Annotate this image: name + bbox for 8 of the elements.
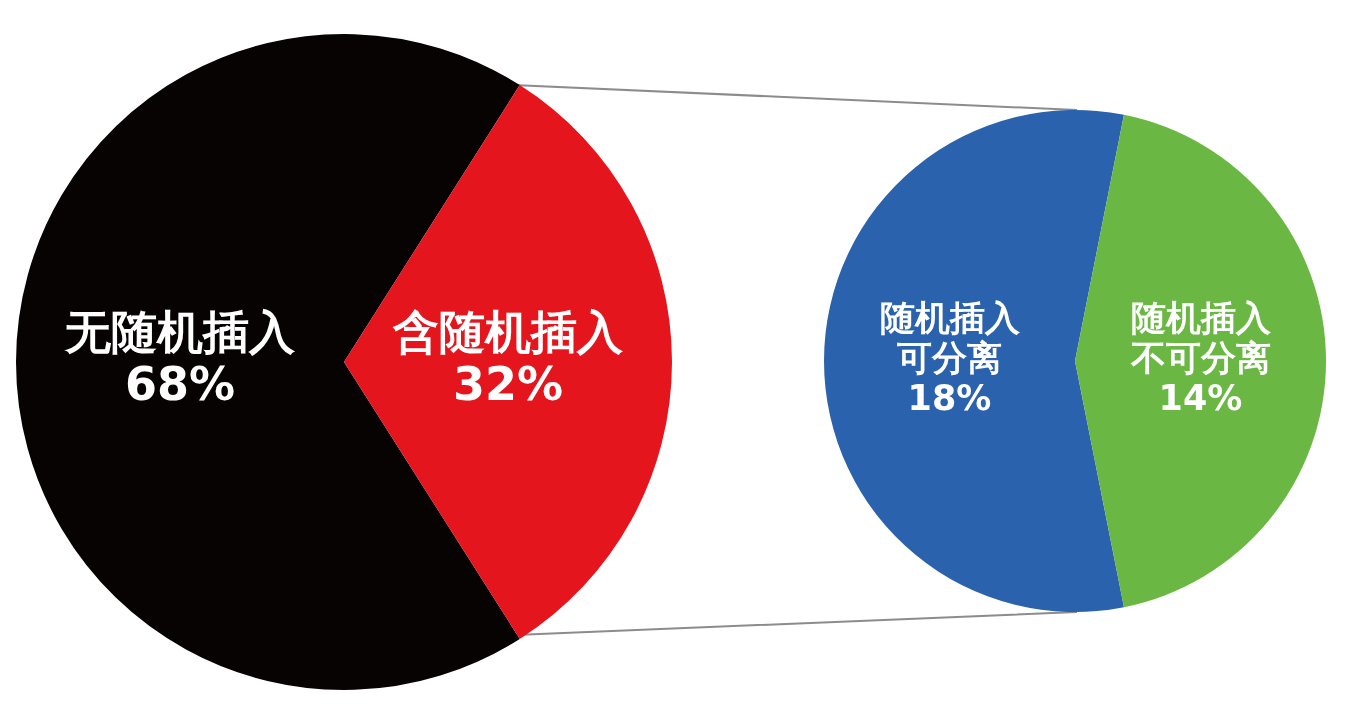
slice-label: 随机插入可分离 (879, 297, 1021, 379)
slice-label: 无随机插入 (64, 304, 296, 359)
slice-label: 随机插入不可分离 (1129, 297, 1272, 379)
data-label: 18% (907, 378, 992, 419)
slice-label: 含随机插入 (392, 304, 624, 359)
data-label: 68% (124, 357, 236, 412)
data-label: 32% (452, 357, 564, 412)
data-label: 14% (1158, 378, 1243, 419)
